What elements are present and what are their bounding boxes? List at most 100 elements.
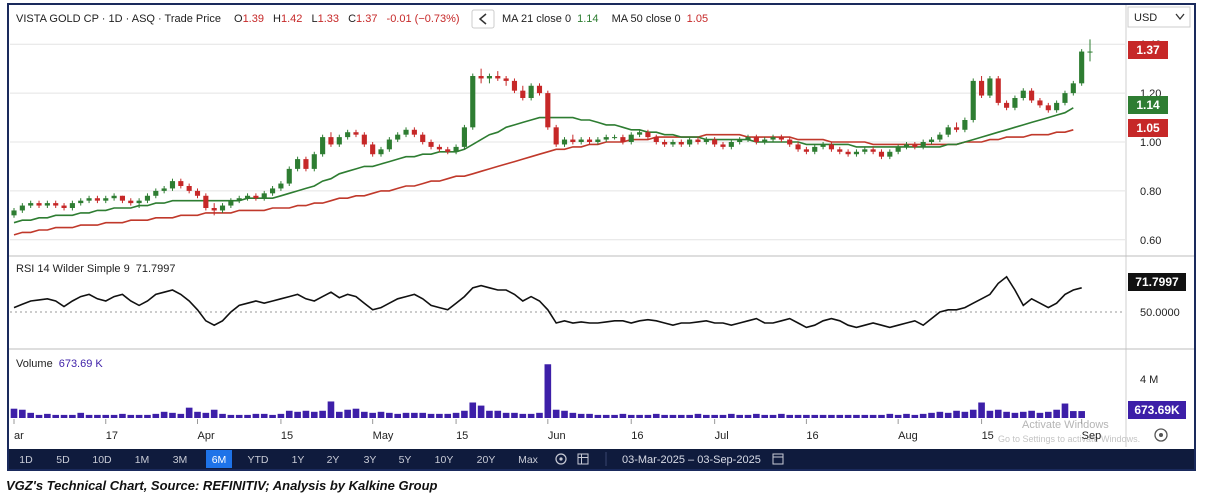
range-button-1d[interactable]: 1D xyxy=(19,454,33,466)
date-range[interactable]: 03-Mar-2025 – 03-Sep-2025 xyxy=(622,454,761,466)
volume-bar xyxy=(35,414,43,418)
candle-body xyxy=(687,139,693,145)
volume-bar xyxy=(561,410,568,418)
volume-bar xyxy=(352,408,360,418)
volume-bar xyxy=(252,413,260,418)
range-buttons: 1D 5D 10D 1M 3M 6M YTD 1Y 2Y 3Y 5Y 10Y 20Y Max xyxy=(19,450,539,468)
candle xyxy=(370,142,376,157)
candle-body xyxy=(703,139,709,142)
volume-bar xyxy=(202,412,210,418)
range-button-5y[interactable]: 5Y xyxy=(399,454,412,466)
volume-bar xyxy=(894,414,902,418)
candle xyxy=(144,193,151,204)
time-tick-label: 15 xyxy=(456,430,468,442)
candle xyxy=(603,134,609,142)
volume-bar xyxy=(52,414,60,418)
volume-bar xyxy=(319,410,326,418)
candle xyxy=(695,137,701,145)
candle-body xyxy=(328,137,334,145)
range-button-5d[interactable]: 5D xyxy=(56,454,70,466)
rsi-line xyxy=(13,275,1082,329)
candle-body xyxy=(119,195,125,201)
candle xyxy=(261,190,267,201)
table-icon[interactable] xyxy=(577,453,589,465)
candle xyxy=(236,195,242,204)
range-button-6m[interactable]: 6M xyxy=(212,454,227,466)
candle xyxy=(303,156,309,172)
candle xyxy=(853,149,860,157)
low-value: 1.33 xyxy=(318,13,339,25)
chart-frame xyxy=(7,3,1196,471)
candle-body xyxy=(920,142,926,147)
gear-icon[interactable] xyxy=(1154,428,1168,442)
range-button-20y[interactable]: 20Y xyxy=(477,454,496,466)
candle xyxy=(520,85,526,101)
candle xyxy=(645,129,651,140)
volume-bar xyxy=(27,412,34,418)
candle-body xyxy=(486,76,493,79)
range-button-ytd[interactable]: YTD xyxy=(248,454,269,466)
volume-bar xyxy=(1078,411,1085,418)
candle-body xyxy=(970,80,976,120)
candle-body xyxy=(720,144,726,147)
candle xyxy=(637,129,643,138)
range-button-1m[interactable]: 1M xyxy=(135,454,150,466)
volume-bar xyxy=(702,414,710,418)
candle xyxy=(703,137,709,145)
candle-body xyxy=(495,76,501,79)
volume-bar xyxy=(519,413,527,418)
legend-collapse-button[interactable] xyxy=(471,9,495,29)
price-badge-text: 1.37 xyxy=(1136,43,1160,57)
candle xyxy=(753,134,759,145)
candle-body xyxy=(203,195,209,208)
volume-bar xyxy=(953,410,960,418)
volume-bar xyxy=(661,414,668,418)
volume-bar xyxy=(786,414,794,418)
range-button-10d[interactable]: 10D xyxy=(92,454,112,466)
candle-body xyxy=(578,139,584,142)
range-button-2y[interactable]: 2Y xyxy=(327,454,340,466)
candle xyxy=(86,195,92,204)
volume-bar xyxy=(928,412,935,418)
range-button-1y[interactable]: 1Y xyxy=(292,454,305,466)
volume-bar xyxy=(310,411,318,418)
candle xyxy=(503,76,509,86)
candle xyxy=(128,198,134,206)
change-value: -0.01 (−0.73%) xyxy=(387,13,460,25)
candlestick-series xyxy=(11,39,1093,218)
candle-body xyxy=(712,139,718,145)
candle-body xyxy=(561,139,568,145)
candle xyxy=(787,137,793,147)
time-tick-label: 16 xyxy=(631,430,643,442)
volume-bar xyxy=(452,412,460,418)
candle-body xyxy=(787,139,793,145)
volume-bar xyxy=(753,413,760,418)
candle-body xyxy=(728,142,734,147)
candle xyxy=(495,71,501,81)
currency-select[interactable] xyxy=(1127,6,1191,28)
volume-badge: 673.69K xyxy=(1128,401,1186,419)
range-button-10y[interactable]: 10Y xyxy=(435,454,454,466)
candle xyxy=(311,151,317,172)
time-tick-label: ar xyxy=(14,430,24,442)
candle xyxy=(28,200,34,208)
volume-bar xyxy=(469,402,477,418)
candle xyxy=(895,144,901,155)
candle-body xyxy=(103,198,109,201)
volume-bar xyxy=(769,414,777,418)
candle-body xyxy=(186,186,192,191)
candle xyxy=(278,181,284,191)
candle-body xyxy=(878,151,885,157)
range-button-3m[interactable]: 3M xyxy=(173,454,188,466)
range-button-3y[interactable]: 3Y xyxy=(364,454,377,466)
candle xyxy=(945,124,951,138)
volume-bar xyxy=(169,412,176,418)
candle xyxy=(11,208,17,218)
range-button-max[interactable]: Max xyxy=(518,454,539,466)
candle xyxy=(1054,100,1060,113)
volume-bar xyxy=(677,414,685,418)
volume-bar xyxy=(77,412,85,418)
target-icon[interactable] xyxy=(555,453,567,465)
candle xyxy=(395,132,401,142)
calendar-icon[interactable] xyxy=(772,453,784,465)
